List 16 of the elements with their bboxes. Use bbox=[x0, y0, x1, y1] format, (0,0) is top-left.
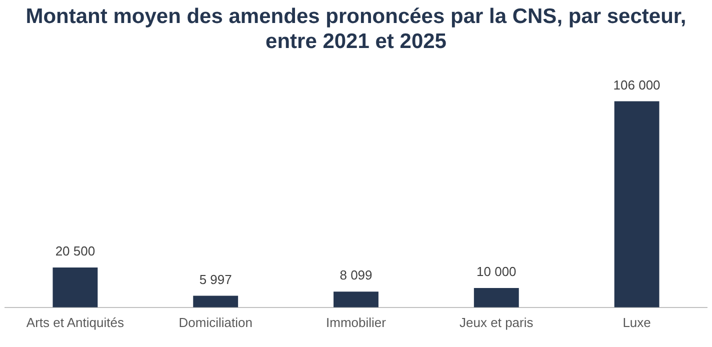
bar bbox=[334, 292, 378, 308]
data-label: 106 000 bbox=[613, 77, 660, 92]
bar bbox=[52, 268, 98, 308]
bar bbox=[474, 288, 519, 308]
data-label: 8 099 bbox=[340, 268, 372, 283]
chart-title: Montant moyen des amendes prononcées par la CNS, par secteur, entre 2021 et 2025 bbox=[24, 4, 688, 54]
bar bbox=[614, 101, 660, 308]
x-tick-label: Jeux et paris bbox=[460, 314, 534, 330]
bar bbox=[193, 296, 238, 308]
x-tick-label: Arts et Antiquités bbox=[26, 314, 124, 330]
x-tick-label: Immobilier bbox=[326, 314, 387, 330]
x-tick-label: Luxe bbox=[622, 314, 651, 330]
data-label: 10 000 bbox=[476, 264, 516, 280]
data-label: 5 997 bbox=[199, 272, 232, 287]
x-tick-label: Domiciliation bbox=[178, 314, 252, 330]
data-label: 20 500 bbox=[55, 244, 96, 259]
